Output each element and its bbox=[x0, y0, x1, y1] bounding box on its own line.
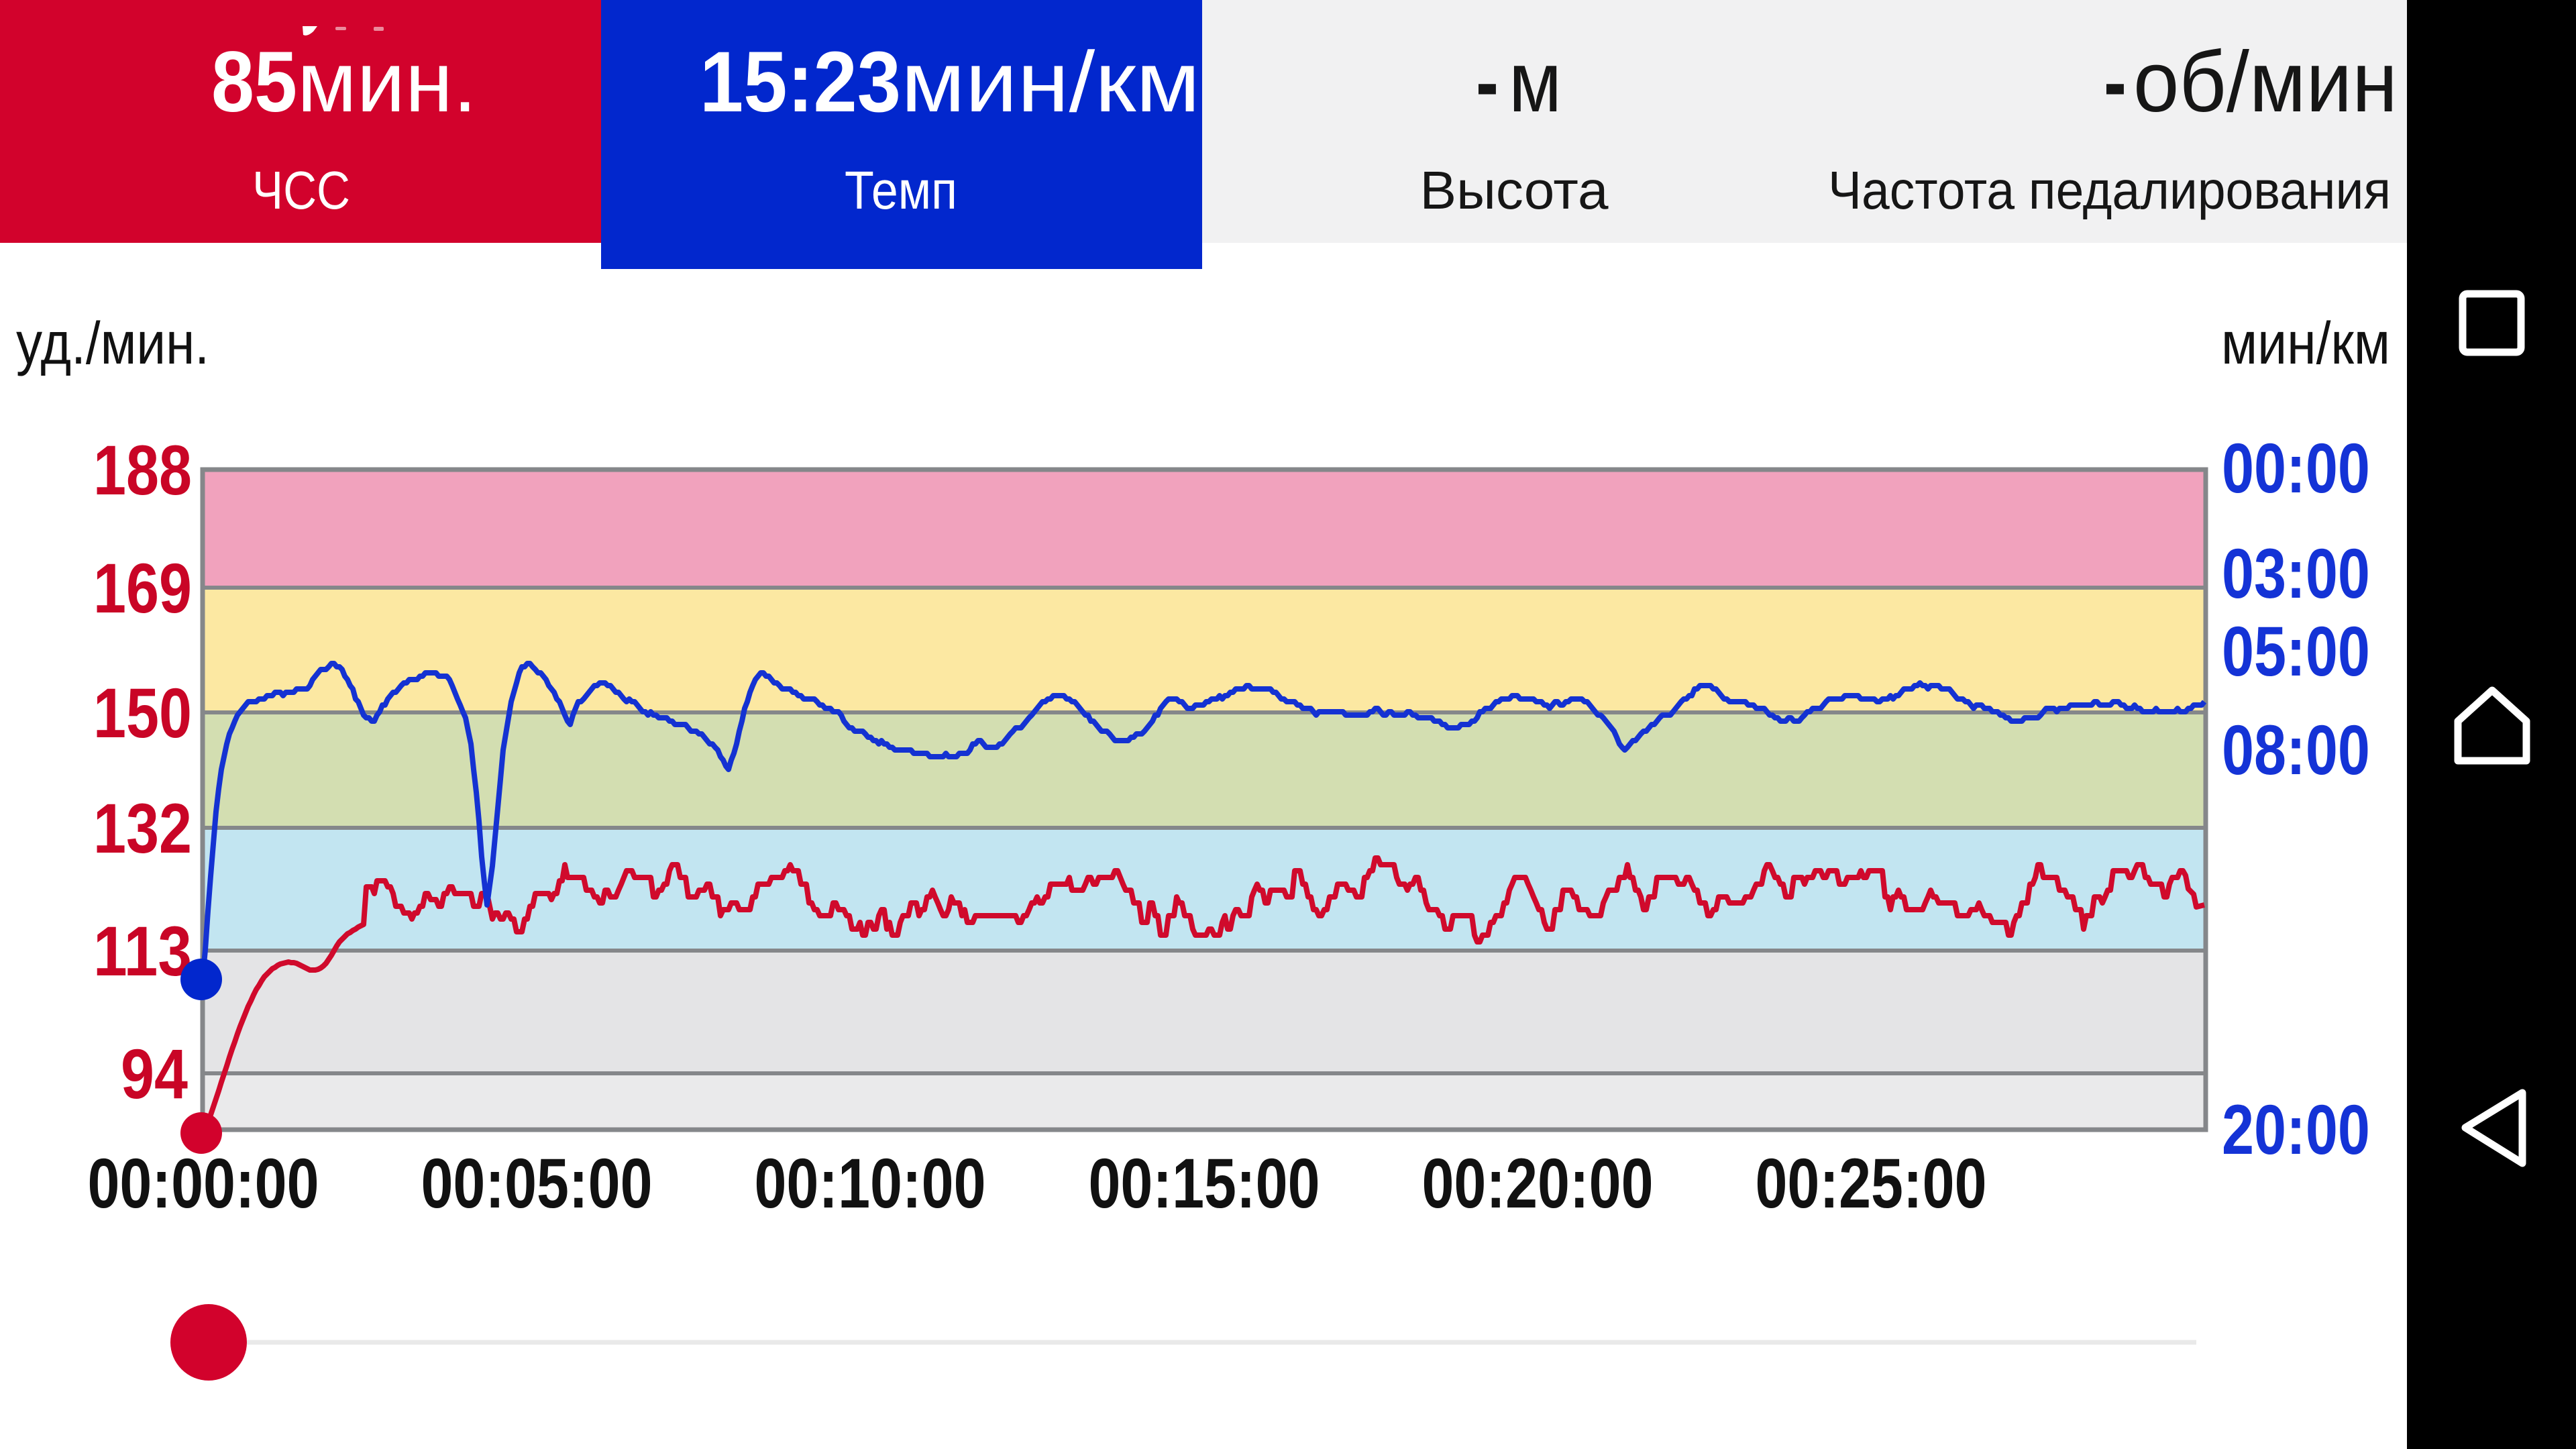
svg-text:00:15:00: 00:15:00 bbox=[1089, 1144, 1320, 1223]
svg-text:00:25:00: 00:25:00 bbox=[1756, 1144, 1987, 1223]
svg-text:мин/км: мин/км bbox=[2221, 309, 2390, 376]
svg-text:15:23: 15:23 bbox=[700, 34, 901, 130]
svg-text:Высота: Высота bbox=[1420, 160, 1609, 220]
svg-text:00:20:00: 00:20:00 bbox=[1422, 1144, 1654, 1223]
svg-text:уд./мин.: уд./мин. bbox=[16, 309, 209, 376]
svg-text:мин.: мин. bbox=[297, 34, 477, 130]
svg-text:мин/км: мин/км bbox=[901, 34, 1200, 130]
svg-text:00:05:00: 00:05:00 bbox=[421, 1144, 653, 1223]
svg-text:00:00: 00:00 bbox=[2222, 429, 2370, 508]
svg-text:-: - bbox=[1476, 34, 1499, 130]
svg-text:132: 132 bbox=[93, 790, 192, 868]
svg-text:05:00: 05:00 bbox=[2222, 612, 2370, 691]
svg-text:113: 113 bbox=[93, 912, 192, 991]
svg-text:94: 94 bbox=[121, 1035, 188, 1114]
svg-text:85: 85 bbox=[211, 34, 297, 130]
svg-text:-: - bbox=[2104, 34, 2127, 130]
svg-text:150: 150 bbox=[93, 674, 192, 753]
svg-text:об/мин: об/мин bbox=[2133, 34, 2398, 130]
svg-text:188: 188 bbox=[93, 431, 192, 510]
svg-text:00:00:00: 00:00:00 bbox=[88, 1144, 319, 1223]
svg-text:00:10:00: 00:10:00 bbox=[755, 1144, 986, 1223]
svg-text:Темп: Темп bbox=[845, 160, 957, 220]
svg-text:20:00: 20:00 bbox=[2222, 1091, 2370, 1169]
svg-text:169: 169 bbox=[93, 549, 192, 628]
svg-text:08:00: 08:00 bbox=[2222, 711, 2370, 790]
svg-text:м: м bbox=[1509, 34, 1562, 130]
svg-text:03:00: 03:00 bbox=[2222, 535, 2370, 613]
svg-text:ЧСС: ЧСС bbox=[252, 160, 350, 220]
svg-text:Частота педалирования: Частота педалирования bbox=[1828, 160, 2391, 220]
